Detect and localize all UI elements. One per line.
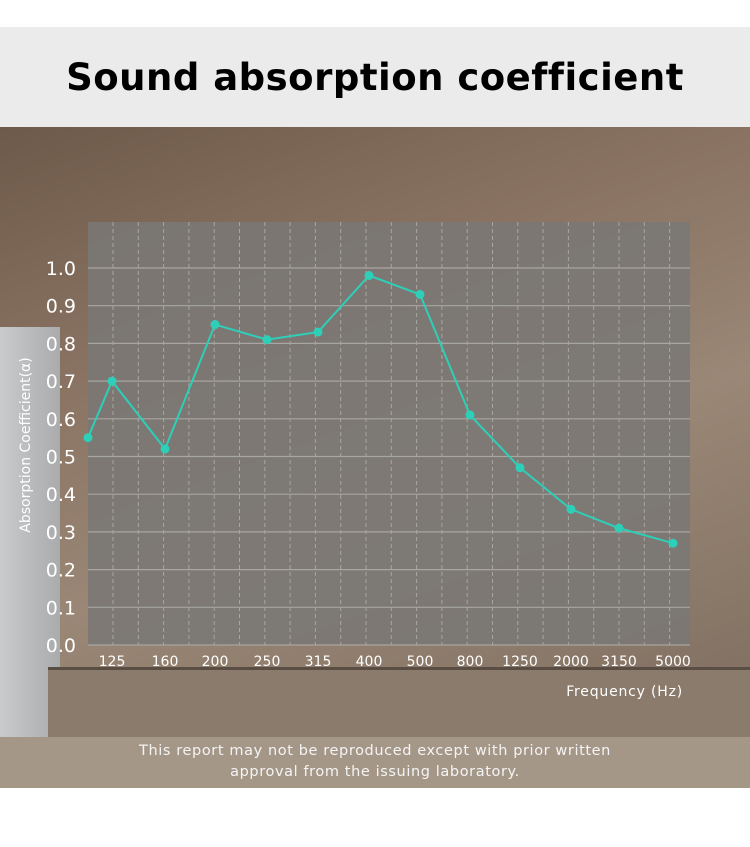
y-axis-label: Absorption Coefficient(α) xyxy=(18,357,34,532)
x-axis-label: Frequency (Hz) xyxy=(566,684,683,700)
y-tick-label: 0.3 xyxy=(46,522,76,544)
x-tick-label: 200 xyxy=(202,654,229,670)
data-point xyxy=(415,289,425,299)
plot-area xyxy=(88,222,690,645)
data-point xyxy=(313,327,323,337)
floor xyxy=(0,737,750,788)
y-tick-label: 0.7 xyxy=(46,371,76,393)
y-tick-label: 0.9 xyxy=(46,296,76,318)
disclaimer-line-1: This report may not be reproduced except… xyxy=(139,743,611,759)
x-tick-label: 5000 xyxy=(655,654,691,670)
cabinet xyxy=(48,667,750,740)
disclaimer-line-2: approval from the issuing laboratory. xyxy=(230,764,520,780)
data-point xyxy=(210,320,220,330)
x-tick-label: 315 xyxy=(305,654,332,670)
y-tick-label: 0.2 xyxy=(46,560,76,582)
y-tick-label: 0.8 xyxy=(46,333,76,355)
y-tick-label: 0.0 xyxy=(46,635,76,657)
y-tick-label: 0.1 xyxy=(46,597,76,619)
data-point xyxy=(668,538,678,548)
title-bar: Sound absorption coefficient xyxy=(0,27,750,127)
x-tick-label: 500 xyxy=(407,654,434,670)
data-point xyxy=(364,271,374,281)
x-tick-label: 250 xyxy=(254,654,281,670)
x-tick-label: 1250 xyxy=(502,654,538,670)
x-tick-label: 800 xyxy=(457,654,484,670)
data-point xyxy=(107,376,117,386)
data-point xyxy=(614,523,624,533)
x-tick-label: 3150 xyxy=(601,654,637,670)
y-tick-label: 0.4 xyxy=(46,484,76,506)
data-point xyxy=(465,410,475,420)
y-tick-label: 0.6 xyxy=(46,409,76,431)
data-point xyxy=(83,433,93,443)
page-title: Sound absorption coefficient xyxy=(66,55,684,99)
y-tick-label: 1.0 xyxy=(46,258,76,280)
x-tick-label: 2000 xyxy=(553,654,589,670)
x-tick-label: 160 xyxy=(152,654,179,670)
disclaimer: This report may not be reproduced except… xyxy=(0,741,750,783)
data-point xyxy=(262,335,272,345)
data-point xyxy=(160,444,170,454)
x-tick-label: 125 xyxy=(99,654,126,670)
y-tick-label: 0.5 xyxy=(46,447,76,469)
data-point xyxy=(515,463,525,473)
x-tick-label: 400 xyxy=(356,654,383,670)
data-point xyxy=(566,504,576,514)
